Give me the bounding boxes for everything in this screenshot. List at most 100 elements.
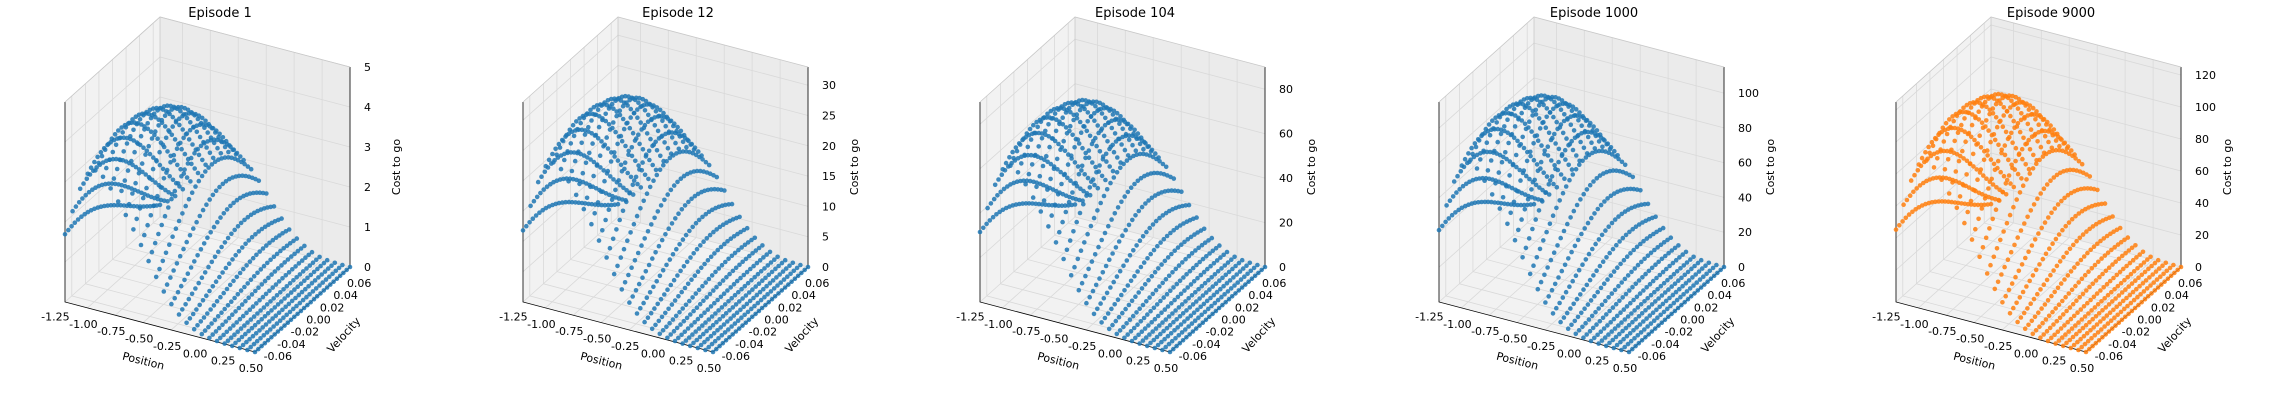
scatter-point: [658, 296, 664, 302]
scatter-point: [1107, 146, 1112, 152]
scatter-point: [1160, 320, 1165, 325]
scatter-point: [683, 338, 689, 343]
scatter-point: [292, 314, 297, 320]
scatter-point: [1635, 305, 1641, 310]
y-tick-label: -0.06: [1179, 350, 1207, 363]
scatter-point: [202, 141, 207, 146]
scatter-point: [1527, 176, 1532, 182]
scatter-point: [1650, 278, 1656, 284]
scatter-point: [2084, 229, 2089, 234]
scatter-point: [141, 204, 146, 209]
scatter-point: [203, 162, 208, 168]
scatter-point: [716, 336, 721, 341]
scatter-point: [1975, 202, 1981, 208]
scatter-point: [1616, 283, 1621, 289]
scatter-point: [1658, 283, 1664, 289]
scatter-point: [1613, 301, 1619, 307]
scatter-series: [1893, 91, 2184, 355]
scatter-point: [134, 216, 139, 222]
scatter-point: [1625, 314, 1631, 319]
scatter-point: [2126, 284, 2131, 289]
scatter-point: [672, 298, 678, 303]
scatter-point: [635, 115, 640, 120]
scatter-point: [742, 242, 748, 248]
scatter-point: [2055, 329, 2061, 335]
z-tick-label: 80: [1279, 83, 1293, 96]
scatter-point: [1126, 137, 1132, 142]
scatter-point: [587, 150, 592, 156]
scatter-point: [213, 329, 219, 334]
scatter-point: [1103, 115, 1108, 121]
scatter-point: [1650, 310, 1656, 316]
scatter-point: [682, 135, 688, 141]
scatter-point: [1119, 292, 1124, 298]
scatter-point: [1179, 330, 1185, 335]
scatter-point: [162, 113, 168, 118]
scatter-point: [1229, 294, 1235, 299]
scatter-point: [285, 257, 291, 262]
scatter-point: [1210, 311, 1215, 317]
scatter-point: [1055, 167, 1060, 172]
scatter-point: [1591, 124, 1596, 129]
x-tick-label: -1.25: [41, 311, 69, 324]
scatter-point: [1523, 245, 1529, 251]
scatter-point: [2043, 151, 2049, 157]
scatter-point: [231, 200, 236, 206]
scatter-point: [729, 253, 735, 259]
scatter-point: [279, 299, 284, 304]
scatter-point: [1619, 211, 1625, 217]
scatter-point: [1561, 228, 1567, 234]
y-tick-label: 0.06: [1262, 277, 1287, 290]
scatter-point: [1603, 298, 1608, 304]
scatter-point: [1089, 141, 1095, 147]
scatter-point: [2064, 340, 2069, 346]
scatter-point: [584, 195, 590, 201]
scatter-point: [1486, 122, 1492, 127]
scatter-point: [2056, 232, 2062, 237]
scatter-point: [1624, 333, 1630, 339]
scatter-point: [1956, 158, 1962, 164]
scatter-point: [2045, 298, 2051, 303]
scatter-point: [2037, 262, 2042, 267]
scatter-point: [689, 141, 695, 147]
scatter-point: [681, 264, 687, 269]
scatter-point: [1627, 229, 1632, 235]
scatter-point: [240, 342, 246, 348]
scatter-point: [1592, 335, 1597, 341]
scatter-point: [1556, 275, 1561, 280]
scatter-point: [1584, 117, 1590, 123]
scatter-point: [2022, 114, 2027, 120]
scatter-point: [2032, 314, 2038, 320]
scatter-point: [2123, 314, 2128, 320]
scatter-point: [688, 255, 693, 260]
scatter-point: [119, 188, 124, 194]
scatter-point: [2072, 265, 2077, 270]
scatter-point: [1586, 152, 1592, 158]
scatter-point: [1196, 315, 1201, 321]
scatter-point: [580, 170, 586, 176]
scatter-point: [1041, 115, 1047, 120]
scatter-point: [212, 317, 218, 323]
scatter-point: [1547, 178, 1553, 183]
scatter-point: [650, 162, 655, 168]
scatter-point: [1182, 288, 1187, 293]
scatter-point: [638, 185, 644, 190]
scatter-point: [1233, 291, 1238, 296]
scatter-point: [732, 250, 738, 256]
scatter-point: [1664, 266, 1669, 272]
scatter-point: [681, 173, 687, 179]
scatter-point: [1551, 181, 1556, 187]
scatter-point: [678, 322, 683, 327]
scatter-point: [578, 120, 583, 126]
scatter-point: [669, 302, 675, 307]
scatter-point: [756, 245, 762, 251]
scatter-point: [2123, 250, 2128, 256]
scatter-point: [1158, 298, 1163, 304]
scatter-point: [1610, 337, 1616, 343]
scatter-point: [2041, 116, 2047, 122]
scatter-point: [140, 169, 145, 175]
scatter-point: [2158, 274, 2163, 280]
scatter-point: [791, 268, 797, 274]
scatter-point: [639, 243, 644, 248]
scatter-point: [141, 145, 146, 150]
